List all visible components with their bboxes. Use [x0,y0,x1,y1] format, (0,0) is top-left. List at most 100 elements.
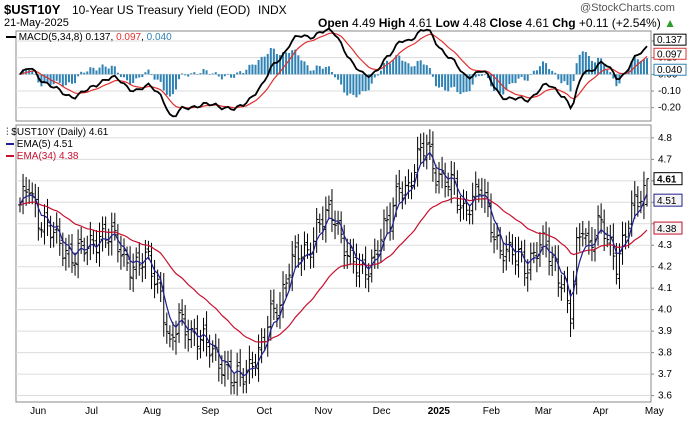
macd-histogram-bar [214,72,217,75]
macd-histogram-bar [239,71,242,75]
macd-histogram-bar [251,64,254,75]
macd-legend-swatch [6,36,16,39]
macd-histogram-bar [190,73,193,75]
high-value: 4.61 [408,16,433,30]
macd-histogram-bar [465,74,468,92]
macd-histogram-bar [343,74,346,93]
macd-histogram-bar [67,74,70,83]
macd-histogram-bar [330,72,333,75]
macd-histogram-bar [566,74,569,86]
x-tick-label: Apr [593,406,609,417]
symbol-title: $UST10Y [4,2,61,17]
macd-histogram-bar [327,66,330,75]
macd-histogram-bar [450,74,453,88]
macd-histogram-bar [615,74,618,87]
price-tick-label: 3.7 [658,369,672,380]
macd-histogram-bar [542,61,545,75]
macd-histogram-bar [355,74,358,98]
macd-histogram-bar [275,54,278,75]
ema34-line [19,197,648,343]
macd-histogram-bar [367,74,370,91]
exchange-label: INDX [258,3,287,17]
macd-histogram-bar [496,74,499,91]
macd-value: 0.137 [85,32,111,43]
macd-histogram-bar [548,69,551,75]
macd-histogram-bar [254,64,257,75]
macd-histogram-bar [578,54,581,75]
macd-histogram-bar [474,74,477,78]
watermark: @StockCharts.com [580,2,675,14]
price-tick-label: 4.1 [658,283,672,294]
macd-histogram-bar [25,69,28,75]
macd-histogram-bar [156,74,159,80]
x-tick-label: Aug [143,406,161,417]
macd-histogram-bar [77,74,80,77]
macd-histogram-bar [184,74,187,76]
macd-histogram-bar [153,74,156,80]
macd-histogram-bar [523,74,526,81]
macd-histogram-bar [297,55,300,75]
macd-histogram-bar [392,60,395,75]
macd-histogram-bar [61,74,64,87]
macd-histogram-bar [416,61,419,75]
macd-histogram-bar [58,74,61,83]
close-label: Close [489,16,523,30]
macd-histogram-bar [288,52,291,75]
x-tick-label: Jun [30,406,46,417]
macd-histogram-bar [428,67,431,75]
macd-histogram-bar [438,74,441,88]
macd-histogram-bar [294,49,297,75]
macd-histogram-bar [431,74,434,77]
macd-histogram-bar [95,70,98,75]
ema5-line [19,151,648,377]
macd-histogram-bar [159,74,162,82]
x-tick-label: Nov [315,406,333,417]
macd-histogram-bar [483,74,486,75]
macd-histogram-bar [373,74,376,78]
macd-histogram-bar [86,71,89,75]
macd-histogram-bar [107,68,110,75]
macd-histogram-bar [116,72,119,75]
macd-histogram-bar [535,70,538,75]
macd-histogram-bar [529,74,532,75]
macd-histogram-bar [471,74,474,85]
close-value: 4.61 [525,16,549,30]
macd-signal-tag-box [653,47,687,60]
macd-histogram-bar [266,53,269,75]
macd-histogram-bar [129,74,132,85]
macd-histogram-bar [597,57,600,75]
price-label: $UST10Y (Daily) [11,127,87,138]
macd-legend: MACD(5,34,8) 0.137, 0.097, 0.040 [6,32,172,43]
price-tick-label: 4.3 [658,240,672,251]
macd-histogram-bar [609,72,612,75]
macd-histogram-bar [456,74,459,93]
macd-histogram-bar [407,63,410,75]
macd-histogram-bar [31,70,34,75]
ema5-label: EMA(5) [16,139,51,150]
macd-histogram-bar [545,63,548,75]
macd-histogram-bar [379,70,382,75]
macd-histogram-bar [220,74,223,80]
macd-tick-label: -0.10 [658,86,681,97]
macd-histogram-bar [364,74,367,92]
macd-histogram-bar [517,74,520,79]
macd-histogram-bar [178,74,181,80]
macd-histogram-bar [70,74,73,84]
macd-signal-value: 0.097 [116,32,142,43]
macd-histogram-bar [514,74,517,84]
macd-histogram-bar [303,61,306,75]
macd-histogram-bar [630,61,633,75]
macd-histogram-bar [245,69,248,75]
macd-histogram-bar [315,65,318,75]
macd-histogram-bar [211,73,214,75]
macd-histogram-bar [404,61,407,75]
macd-histogram-bar [538,66,541,75]
macd-histogram-bar [358,74,361,95]
price-last: 4.61 [88,127,109,138]
macd-histogram-bar [410,66,413,75]
macd-histogram-bar [92,67,95,75]
macd-histogram-bar [389,63,392,75]
macd-histogram-bar [444,74,447,91]
